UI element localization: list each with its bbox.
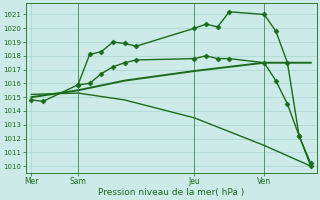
X-axis label: Pression niveau de la mer( hPa ): Pression niveau de la mer( hPa ) (98, 188, 244, 197)
